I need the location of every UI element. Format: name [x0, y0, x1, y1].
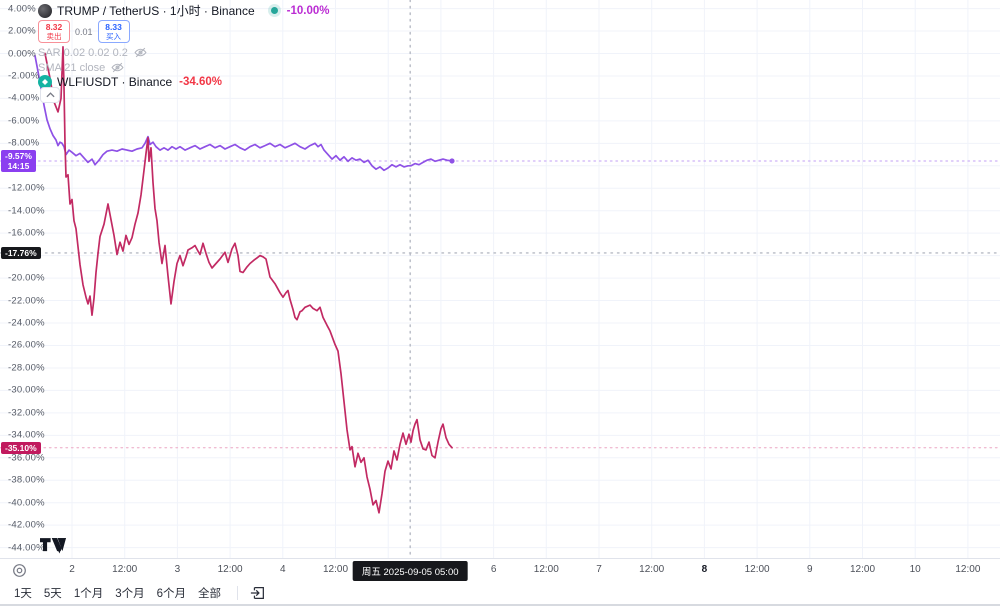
eye-off-icon[interactable]: [134, 46, 147, 59]
y-axis-label: -8.00%: [8, 137, 40, 149]
y-axis-label: -14.00%: [8, 205, 45, 217]
y-axis-label: 2.00%: [8, 25, 36, 37]
indicator-sma-label[interactable]: SMA 21 close: [38, 61, 106, 74]
range-button-1个月[interactable]: 1个月: [68, 582, 109, 604]
range-button-5天[interactable]: 5天: [38, 582, 68, 604]
tradingview-logo[interactable]: [40, 537, 66, 557]
x-axis-label: 4: [280, 564, 286, 575]
compare-change-value: -34.60%: [179, 76, 222, 88]
x-axis-label: 12:00: [849, 564, 876, 575]
y-axis-label: -32.00%: [8, 407, 45, 419]
series-line-wlfi: [44, 45, 453, 514]
spread-value: 0.01: [75, 26, 93, 37]
symbol-title[interactable]: TRUMP / TetherUS · 1小时 · Binance: [57, 4, 255, 18]
y-axis-label: -44.00%: [8, 542, 45, 554]
range-button-1天[interactable]: 1天: [8, 582, 38, 604]
indicator-sar-label[interactable]: SAR 0.02 0.02 0.2: [38, 46, 128, 59]
x-axis-label: 12:00: [322, 564, 349, 575]
sell-button[interactable]: 8.32 卖出: [38, 20, 70, 43]
x-axis-label: 12:00: [744, 564, 770, 575]
wlfi-coin-icon: [38, 75, 52, 89]
y-axis-label: -42.00%: [8, 519, 45, 531]
crosshair-price-badge: -17.76%: [1, 246, 41, 259]
y-axis-label: -6.00%: [8, 115, 40, 127]
x-axis-label: 12:00: [955, 564, 981, 575]
buy-button[interactable]: 8.33 买入: [97, 20, 130, 43]
y-axis-label: -22.00%: [8, 295, 45, 307]
y-axis-label: -16.00%: [8, 227, 45, 239]
range-button-6个月[interactable]: 6个月: [151, 582, 192, 604]
x-axis-label: 12:00: [533, 564, 559, 575]
buy-price: 8.33: [105, 21, 122, 32]
wlfi-last-value-badge: -35.10%: [1, 441, 41, 454]
range-button-全部[interactable]: 全部: [192, 582, 227, 604]
y-axis-label: -30.00%: [8, 384, 45, 396]
toolbar-divider: [237, 585, 239, 600]
go-to-date-button[interactable]: [248, 583, 268, 603]
market-open-dot[interactable]: [270, 7, 278, 14]
sell-price: 8.32: [45, 21, 63, 32]
symbol-change-value: -10.00%: [286, 4, 330, 17]
y-axis-label: -40.00%: [8, 497, 45, 509]
y-axis-label: -20.00%: [8, 272, 45, 284]
x-axis-label: 12:00: [217, 564, 243, 575]
eye-off-icon[interactable]: [111, 61, 124, 74]
chart-area[interactable]: 4.00% 2.00% 0.00% -2.00% -4.00% -6.00% -8.00% -…: [0, 0, 1000, 558]
y-axis-label: -36.00%: [8, 452, 45, 464]
trump-last-value-badge: -9.57% 14:15: [1, 149, 36, 172]
y-axis-label: -26.00%: [8, 339, 45, 351]
series-end-marker: [449, 158, 455, 164]
y-axis-label: 4.00%: [8, 3, 36, 15]
price-chart-canvas[interactable]: [0, 0, 1000, 558]
buy-label: 买入: [106, 31, 122, 41]
x-axis-label: 7: [596, 564, 602, 575]
y-axis-label: 0.00%: [8, 48, 36, 59]
x-axis-label: 9: [807, 564, 813, 575]
x-axis-label: 3: [174, 564, 181, 575]
crosshair-time-badge: 周五 2025-09-05 05:00: [352, 561, 468, 581]
trump-coin-icon: [38, 3, 52, 18]
x-axis-label: 10: [909, 564, 921, 575]
bottom-toolbar: 1天 5天 1个月 3个月 6个月 全部: [0, 581, 1000, 606]
range-button-3个月[interactable]: 3个月: [109, 582, 150, 604]
chevron-up-icon: [45, 92, 55, 98]
y-axis-label: -24.00%: [8, 317, 45, 329]
y-axis-label: -28.00%: [8, 362, 45, 374]
time-scale[interactable]: 2 12:00 3 12:00 4 12:00 6 12:00 7 12:00 8 12:00 9 12:…: [0, 558, 1000, 581]
series-line-trump: [34, 54, 453, 172]
x-axis-label: 2: [69, 564, 75, 575]
x-axis-label: 12:00: [112, 564, 138, 575]
x-axis-label: 6: [490, 564, 497, 575]
y-axis-label: -38.00%: [8, 474, 45, 486]
x-axis-label: 12:00: [639, 564, 665, 575]
y-axis-label: -34.00%: [8, 429, 45, 441]
x-axis-label: 8: [701, 564, 708, 575]
target-icon[interactable]: [12, 563, 27, 578]
y-axis-label: -4.00%: [8, 92, 40, 104]
y-axis-label: -12.00%: [8, 182, 45, 194]
y-axis-label: -2.00%: [8, 70, 40, 82]
go-to-date-icon: [250, 586, 264, 599]
compare-symbol-title[interactable]: WLFIUSDT · Binance: [57, 75, 173, 89]
legend-collapse-button[interactable]: [40, 87, 60, 103]
sell-label: 卖出: [46, 31, 62, 41]
